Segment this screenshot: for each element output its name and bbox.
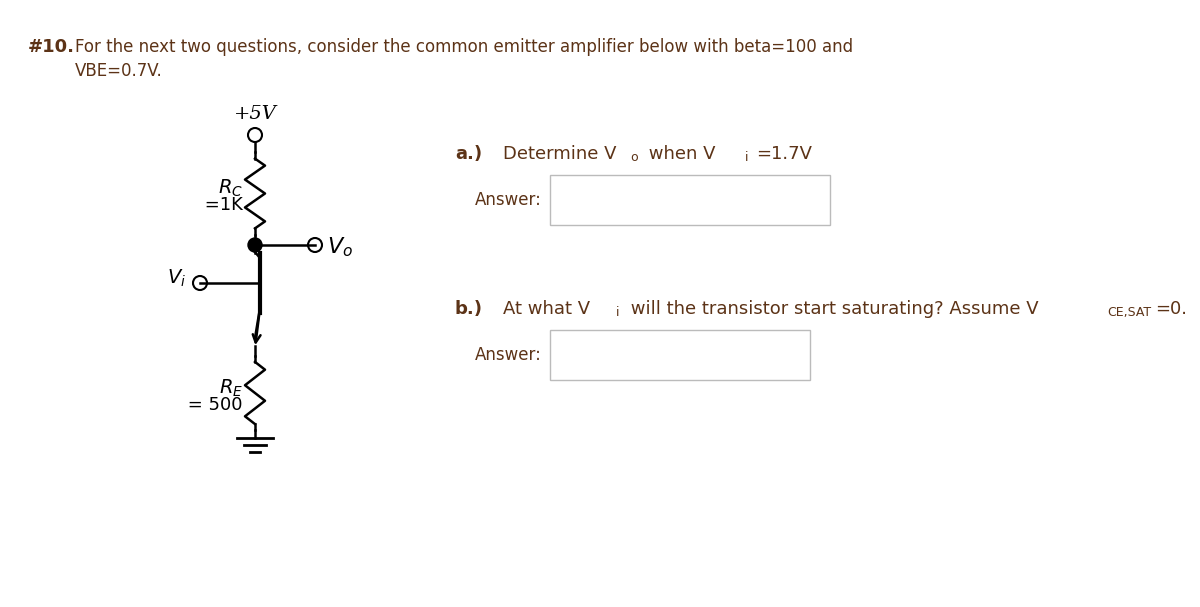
Text: when V: when V <box>643 145 715 163</box>
Text: $R_C$: $R_C$ <box>218 178 242 199</box>
Text: =1K: =1K <box>199 197 242 214</box>
Text: CE,SAT: CE,SAT <box>1108 306 1151 319</box>
Text: b.): b.) <box>455 300 482 318</box>
Text: o: o <box>630 151 637 164</box>
Text: $V_o$: $V_o$ <box>326 235 353 259</box>
FancyBboxPatch shape <box>550 330 810 380</box>
Text: VBE=0.7V.: VBE=0.7V. <box>74 62 163 80</box>
FancyBboxPatch shape <box>550 175 830 225</box>
Text: =1.7V: =1.7V <box>756 145 812 163</box>
Text: Answer:: Answer: <box>475 191 542 209</box>
Text: $V_i$: $V_i$ <box>167 267 186 289</box>
Text: Answer:: Answer: <box>475 346 542 364</box>
Text: a.): a.) <box>455 145 482 163</box>
Text: For the next two questions, consider the common emitter amplifier below with bet: For the next two questions, consider the… <box>74 38 853 56</box>
Text: = 500: = 500 <box>182 396 242 414</box>
Text: =0.: =0. <box>1154 300 1187 318</box>
Text: +5V: +5V <box>234 105 276 123</box>
Text: At what V: At what V <box>503 300 590 318</box>
Text: #10.: #10. <box>28 38 74 56</box>
Text: i: i <box>616 306 619 319</box>
Circle shape <box>248 238 262 252</box>
Text: i: i <box>745 151 749 164</box>
Text: will the transistor start saturating? Assume V: will the transistor start saturating? As… <box>625 300 1039 318</box>
Text: Determine V: Determine V <box>503 145 617 163</box>
Text: $R_E$: $R_E$ <box>218 378 242 399</box>
